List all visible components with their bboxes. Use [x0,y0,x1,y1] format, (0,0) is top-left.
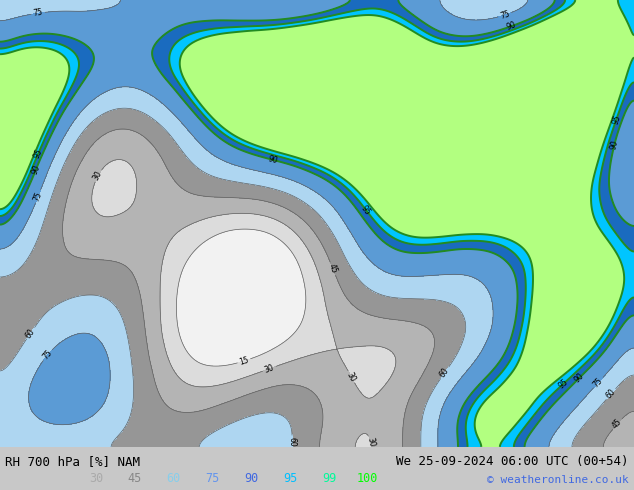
Text: 60: 60 [438,366,451,379]
Text: © weatheronline.co.uk: © weatheronline.co.uk [487,475,629,485]
Text: 90: 90 [573,371,586,385]
Text: 95: 95 [32,147,44,160]
Text: 75: 75 [33,8,44,18]
Text: 99: 99 [322,472,336,485]
Text: 30: 30 [89,472,103,485]
Text: 75: 75 [205,472,219,485]
Text: 90: 90 [244,472,258,485]
Text: 30: 30 [263,363,275,375]
Text: 95: 95 [283,472,297,485]
Text: 95: 95 [611,113,622,125]
Text: 75: 75 [499,9,511,21]
Text: 45: 45 [127,472,142,485]
Text: 60: 60 [288,438,297,447]
Text: 90: 90 [268,154,279,166]
Text: 15: 15 [50,472,64,485]
Text: 90: 90 [505,21,517,32]
Text: 30: 30 [92,170,104,182]
Text: RH 700 hPa [%] NAM: RH 700 hPa [%] NAM [5,455,140,467]
Text: 95: 95 [359,203,372,217]
Text: 30: 30 [345,370,358,383]
Text: 75: 75 [592,376,605,389]
Text: 60: 60 [604,388,618,401]
Text: 75: 75 [32,190,44,202]
Text: 90: 90 [30,164,42,176]
Text: 45: 45 [327,263,339,275]
Text: 60: 60 [167,472,181,485]
Text: 95: 95 [557,377,570,391]
Text: 100: 100 [357,472,378,485]
Text: 90: 90 [609,139,620,150]
Text: 60: 60 [24,326,37,340]
Text: 30: 30 [366,436,377,448]
Text: 15: 15 [238,355,250,367]
Text: 75: 75 [41,348,54,362]
Text: We 25-09-2024 06:00 UTC (00+54): We 25-09-2024 06:00 UTC (00+54) [396,455,629,467]
Text: 45: 45 [611,417,624,431]
